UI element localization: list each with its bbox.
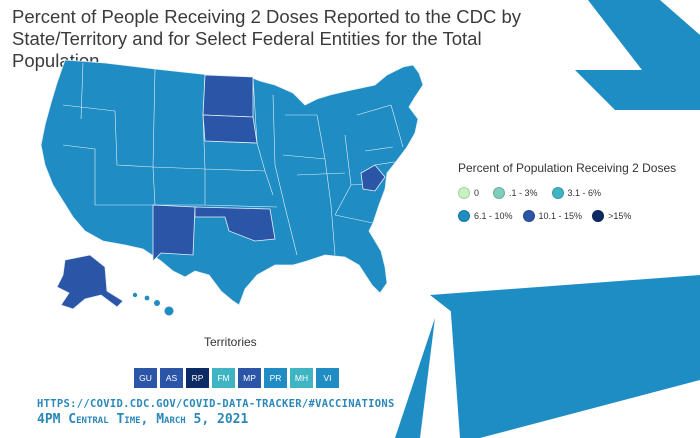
state-new-mexico [152,204,196,262]
us-choropleth-map [40,59,424,316]
legend-item-5: >15% [592,210,631,222]
timestamp: 4PM Central Time, March 5, 2021 [37,412,249,427]
territory-vi[interactable]: VI [316,368,339,388]
legend-label-4: 10.1 - 15% [538,211,583,221]
state-alaska [56,254,124,310]
legend-label-0: 0 [474,188,480,198]
legend-swatch-0 [458,187,470,199]
legend-label-5: >15% [608,211,632,221]
state-oklahoma [194,206,276,242]
legend-swatch-4 [522,210,535,222]
territory-buttons: GU AS RP FM MP PR MH VI [134,368,339,388]
decor-chevron-bottom [395,298,700,438]
territory-gu[interactable]: GU [134,368,157,388]
legend-item-1: .1 - 3% [493,187,538,199]
source-url[interactable]: HTTPS://COVID.CDC.GOV/COVID-DATA-TRACKER… [37,398,395,410]
legend-title: Percent of Population Receiving 2 Doses [458,161,677,175]
territory-pr[interactable]: PR [264,368,287,388]
legend-row-2: 6.1 - 10% 10.1 - 15% >15% [458,210,698,222]
state-hawaii [132,292,174,316]
state-west-virginia [360,164,386,192]
legend-swatch-5 [592,210,605,222]
decor-chevron-top [575,0,700,110]
legend-swatch-2 [551,187,564,199]
territory-mh[interactable]: MH [290,368,313,388]
legend-item-2: 3.1 - 6% [551,187,602,199]
legend: Percent of Population Receiving 2 Doses … [458,161,698,233]
decor-chevron-bottom-band [430,275,700,330]
legend-swatch-1 [493,187,506,199]
state-south-dakota [202,114,258,144]
territory-as[interactable]: AS [160,368,183,388]
legend-label-2: 3.1 - 6% [567,188,602,198]
territory-fm[interactable]: FM [212,368,235,388]
legend-item-0: 0 [458,187,479,199]
territory-mp[interactable]: MP [238,368,261,388]
legend-label-3: 6.1 - 10% [474,211,513,221]
legend-item-3: 6.1 - 10% [458,210,513,222]
state-north-dakota [202,74,254,118]
legend-label-1: .1 - 3% [509,188,538,198]
legend-swatch-3 [458,210,470,222]
contiguous-us-shape [40,59,424,306]
decor-chevron-top-inner [660,0,700,35]
territory-rp[interactable]: RP [186,368,209,388]
legend-item-4: 10.1 - 15% [522,210,583,222]
territories-label: Territories [204,335,257,349]
legend-row-1: 0 .1 - 3% 3.1 - 6% [458,187,698,199]
